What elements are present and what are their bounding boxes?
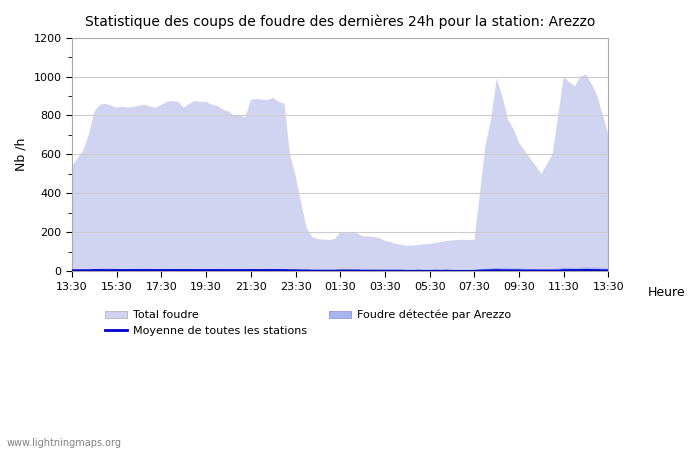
Text: Heure: Heure: [648, 286, 685, 299]
Y-axis label: Nb /h: Nb /h: [15, 138, 28, 171]
Legend: Total foudre, Moyenne de toutes les stations, Foudre détectée par Arezzo: Total foudre, Moyenne de toutes les stat…: [101, 306, 516, 340]
Text: www.lightningmaps.org: www.lightningmaps.org: [7, 438, 122, 448]
Title: Statistique des coups de foudre des dernières 24h pour la station: Arezzo: Statistique des coups de foudre des dern…: [85, 15, 596, 30]
